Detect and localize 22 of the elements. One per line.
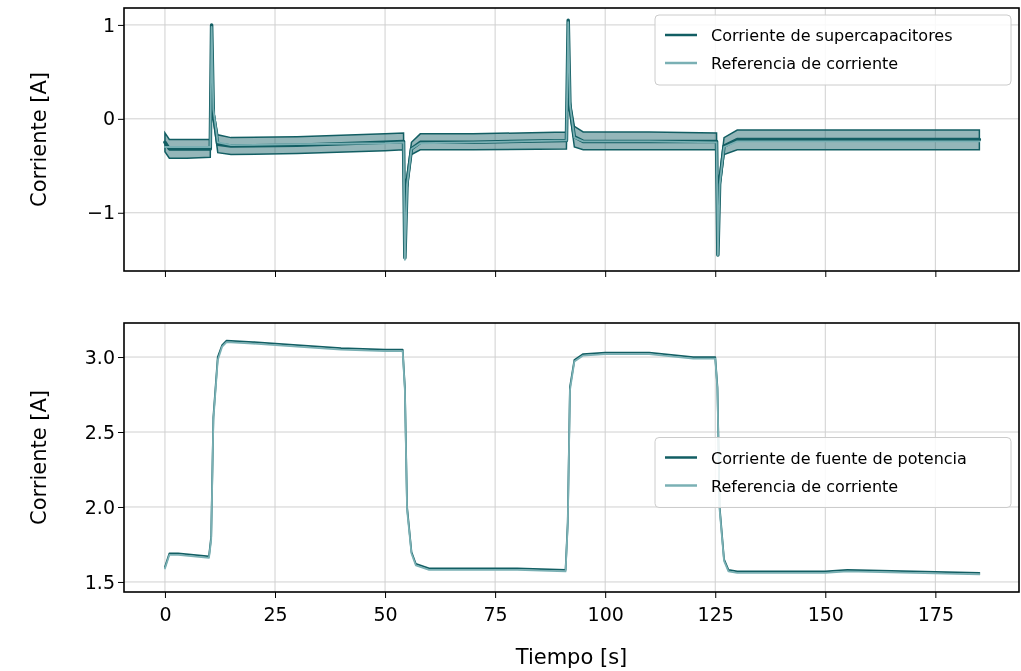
- x-axis-title: Tiempo [s]: [514, 645, 628, 669]
- x-tick-label: 25: [263, 602, 288, 625]
- x-tick-label: 50: [373, 602, 398, 625]
- x-tick-label: 125: [697, 602, 734, 625]
- y-tick-label: 2.0: [84, 495, 115, 518]
- legend-label: Referencia de corriente: [711, 476, 899, 496]
- y-tick-label: 1: [102, 13, 115, 36]
- y-axis-title: Corriente [A]: [27, 71, 51, 208]
- y-axis-title: Corriente [A]: [27, 389, 51, 526]
- legend-label: Referencia de corriente: [711, 54, 899, 73]
- y-tick-label: 2.5: [84, 420, 115, 443]
- x-tick-label: 0: [159, 602, 172, 625]
- x-tick-label: 150: [807, 602, 844, 625]
- y-tick-label: −1: [86, 201, 115, 224]
- legend-label: Corriente de fuente de potencia: [711, 448, 967, 468]
- y-tick-label: 0: [102, 107, 115, 130]
- x-tick-label: 100: [587, 602, 624, 625]
- x-tick-label: 175: [917, 602, 954, 625]
- legend-label: Corriente de supercapacitores: [711, 26, 953, 45]
- x-tick-label: 75: [483, 602, 508, 625]
- y-tick-label: 3.0: [84, 345, 115, 368]
- y-tick-label: 1.5: [84, 570, 115, 593]
